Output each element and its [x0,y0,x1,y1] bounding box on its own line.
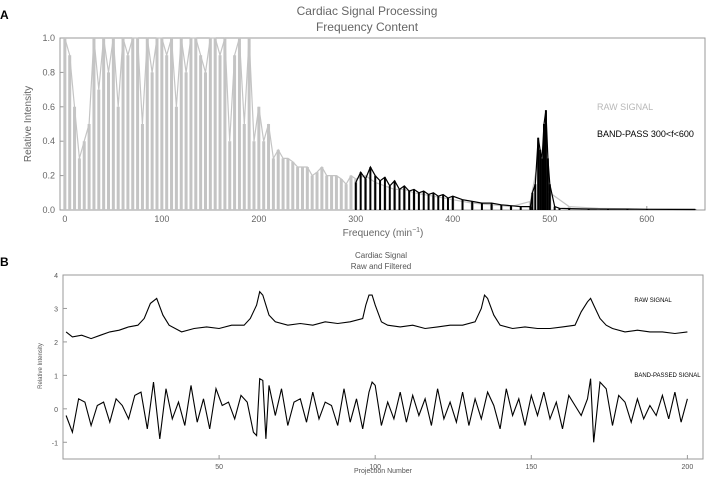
panel-a-xlabel-end: ) [420,228,423,239]
panel-a-plot-frame [59,37,706,211]
panel-a-series [63,37,697,211]
panel-a-xlabel-sup: −1 [412,227,420,234]
panel-b-letter: B [0,255,9,269]
panel-b-ytick-label: 2 [54,340,58,347]
panel-a-xtick-label: 400 [445,214,460,224]
panel-b-ytick-label: 0 [54,407,58,414]
legend-raw-signal: RAW SIGNAL [597,102,653,112]
panel-a-ytick-label: 0.0 [42,205,55,215]
panel-a-letter: A [0,8,9,22]
panel-a-xtick-label: 100 [154,214,169,224]
panel-b-title-line1: Cardiac Signal [355,251,407,260]
panel-b-xtick-label: 50 [215,464,223,471]
series-label-raw-signal: RAW SIGNAL [634,298,672,304]
panel-b-xtick-label: 150 [525,464,537,471]
panel-b-xlabel: Projection Number [354,468,413,475]
panel-a-ylabel: Relative Intensity [23,86,34,162]
panel-b-ytick-label: 1 [54,373,58,380]
panel-b-xtick-label: 100 [369,464,381,471]
panel-a-xtick-label: 300 [348,214,363,224]
panel-a-band-pass-line [355,110,696,211]
legend-band-pass: BAND-PASS 300<f<600 [597,129,694,139]
panel-a-ytick-label: 1.0 [42,33,55,43]
panel-b-x-ticks: 50 100 150 200 [215,455,693,471]
panel-b-series [65,290,688,443]
panel-a-xtick-label: 500 [542,214,557,224]
panel-a-xtick-label: 200 [251,214,266,224]
panel-a-ytick-label: 0.2 [42,171,55,181]
panel-a-xtick-label: 600 [639,214,654,224]
panel-b-ytick-label: -1 [52,440,58,447]
panel-b-raw-signal-line [65,290,688,340]
panel-b-title-line2: Raw and Filtered [351,262,411,271]
panel-a-xtick-label: 0 [62,214,67,224]
panel-b-band-passed-signal-line [65,377,688,443]
series-label-band-passed-signal: BAND-PASSED SIGNAL [634,373,701,379]
panel-a-ytick-label: 0.6 [42,102,55,112]
panel-a-y-ticks: 0.0 0.2 0.4 0.6 0.8 1.0 [42,33,64,215]
panel-a: A Cardiac Signal Processing Frequency Co… [0,4,706,239]
panel-b-xtick-label: 200 [682,464,694,471]
panel-b-ytick-label: 3 [54,306,58,313]
panel-a-xlabel-main: Frequency (min [343,228,412,239]
panel-a-ytick-label: 0.8 [42,67,55,77]
panel-b-plot-frame [62,274,704,460]
panel-a-ytick-label: 0.4 [42,136,55,146]
panel-b-ylabel: Relative Intensity [38,343,44,389]
panel-b-ytick-label: 4 [54,273,58,280]
panel-a-title-line1: Cardiac Signal Processing [297,4,438,18]
panel-b-y-ticks: -1 0 1 2 3 4 [52,273,67,447]
panel-b: B Cardiac Signal Raw and Filtered -1 0 1 2 3… [0,251,704,475]
panel-a-title-line2: Frequency Content [316,20,419,34]
panel-a-xlabel: Frequency (min−1) [343,227,424,239]
